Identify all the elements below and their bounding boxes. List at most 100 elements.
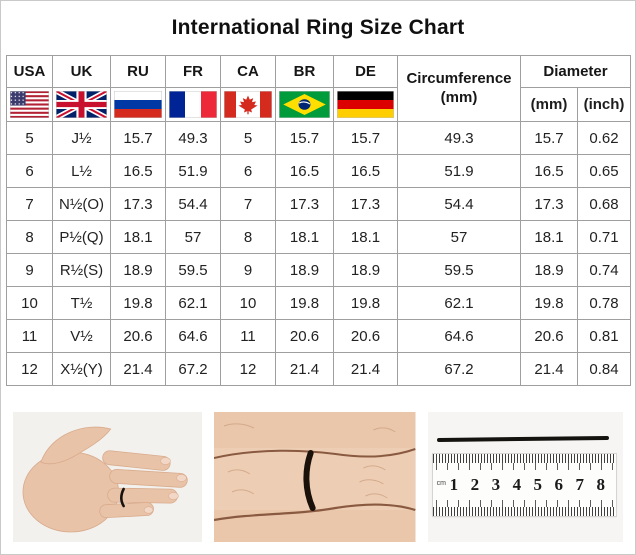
table-cell: 16.5: [110, 154, 166, 188]
russia-flag-icon: [112, 89, 165, 120]
table-cell: 7: [220, 187, 276, 221]
col-header-ca: CA: [220, 55, 276, 88]
finger-closeup-illustration: [214, 412, 416, 542]
flag-cell-ca: [220, 87, 276, 122]
finger-closeup-photo: [214, 412, 416, 542]
table-cell: 51.9: [397, 154, 521, 188]
col-header-uk: UK: [52, 55, 111, 88]
ruler-mm-ticks-bottom: [432, 507, 616, 516]
ring-size-table: USA UK RU FR CA BR DE Circumference (mm)…: [6, 55, 632, 386]
measurement-photos: cm 1 2 3 4 5 6 7 8: [1, 386, 635, 542]
table-cell: 10: [6, 286, 53, 320]
ruler-numbers: cm 1 2 3 4 5 6 7 8: [433, 470, 616, 500]
col-header-diameter: Diameter: [519, 55, 632, 88]
table-cell: 19.8: [520, 286, 578, 320]
table-cell: 18.9: [333, 253, 398, 287]
table-cell: 12: [6, 352, 53, 386]
table-cell: 17.3: [333, 187, 398, 221]
table-cell: 16.5: [520, 154, 578, 188]
table-cell: 49.3: [165, 121, 221, 155]
table-row: 11 V½ 20.6 64.6 11 20.6 20.6 64.6 20.6 0…: [6, 319, 632, 353]
col-header-de: DE: [333, 55, 398, 88]
hand-illustration: [13, 412, 203, 542]
table-cell: 17.3: [520, 187, 578, 221]
table-cell: 16.5: [275, 154, 334, 188]
france-flag-icon: [167, 89, 220, 120]
ruler-mm-ticks-top: [432, 454, 616, 463]
table-row: 6 L½ 16.5 51.9 6 16.5 16.5 51.9 16.5 0.6…: [6, 154, 632, 188]
table-cell: 15.7: [333, 121, 398, 155]
flag-cell-fr: [165, 87, 221, 122]
table-cell: 0.84: [576, 352, 632, 386]
col-header-br: BR: [275, 55, 334, 88]
table-cell: 59.5: [165, 253, 221, 287]
usa-flag-icon: [8, 89, 52, 120]
table-cell: 0.78: [576, 286, 632, 320]
ruler-number: 7: [575, 475, 584, 494]
table-cell: 64.6: [397, 319, 521, 353]
ruler-number: 6: [554, 475, 564, 494]
table-cell: 11: [220, 319, 276, 353]
table-cell: X½(Y): [52, 352, 111, 386]
table-cell: 18.9: [275, 253, 334, 287]
table-row: 7 N½(O) 17.3 54.4 7 17.3 17.3 54.4 17.3 …: [6, 187, 632, 221]
table-cell: 8: [6, 220, 53, 254]
circumference-label: Circumference: [406, 69, 512, 87]
col-header-usa: USA: [6, 55, 53, 88]
col-header-circumference: Circumference (mm): [397, 55, 521, 122]
table-cell: 12: [220, 352, 276, 386]
table-cell: 0.74: [576, 253, 632, 287]
table-cell: 21.4: [520, 352, 578, 386]
table-cell: 21.4: [110, 352, 166, 386]
table-cell: 10: [220, 286, 276, 320]
ruler-half-cm-ticks-bottom: [435, 500, 613, 507]
flag-cell-de: [333, 87, 398, 122]
table-cell: 19.8: [333, 286, 398, 320]
table-cell: 5: [220, 121, 276, 155]
table-cell: 9: [6, 253, 53, 287]
table-cell: 20.6: [110, 319, 166, 353]
table-cell: 0.71: [576, 220, 632, 254]
table-cell: 16.5: [333, 154, 398, 188]
table-cell: 18.1: [333, 220, 398, 254]
table-cell: 64.6: [165, 319, 221, 353]
ruler-number: 5: [533, 475, 543, 494]
table-cell: 19.8: [110, 286, 166, 320]
table-cell: 62.1: [397, 286, 521, 320]
germany-flag-icon: [335, 89, 397, 120]
table-cell: 67.2: [165, 352, 221, 386]
ruler-photo: cm 1 2 3 4 5 6 7 8: [427, 412, 623, 542]
table-cell: 57: [397, 220, 521, 254]
table-cell: 21.4: [275, 352, 334, 386]
table-cell: T½: [52, 286, 111, 320]
col-subheader-diameter-inch: (inch): [576, 87, 632, 122]
table-cell: 6: [6, 154, 53, 188]
table-cell: 15.7: [275, 121, 334, 155]
table-row: 12 X½(Y) 21.4 67.2 12 21.4 21.4 67.2 21.…: [6, 352, 632, 386]
table-cell: 51.9: [165, 154, 221, 188]
ruler-number: 8: [596, 475, 605, 494]
col-subheader-diameter-mm: (mm): [520, 87, 578, 122]
flag-cell-usa: [6, 87, 53, 122]
table-cell: 0.81: [576, 319, 632, 353]
circumference-unit: (mm): [440, 88, 478, 106]
table-cell: 57: [165, 220, 221, 254]
table-cell: P½(Q): [52, 220, 111, 254]
brazil-flag-icon: [277, 89, 333, 120]
ruler-unit-label: cm: [436, 480, 447, 487]
ruler-half-cm-ticks-top: [435, 463, 613, 470]
table-cell: 21.4: [333, 352, 398, 386]
cord-on-ring-finger: [120, 487, 125, 508]
straightened-cord: [436, 435, 610, 443]
table-cell: 17.3: [275, 187, 334, 221]
table-cell: 18.1: [520, 220, 578, 254]
table-cell: 20.6: [275, 319, 334, 353]
table-row: 10 T½ 19.8 62.1 10 19.8 19.8 62.1 19.8 0…: [6, 286, 632, 320]
col-header-fr: FR: [165, 55, 221, 88]
table-cell: 20.6: [333, 319, 398, 353]
table-cell: 6: [220, 154, 276, 188]
table-cell: 18.9: [520, 253, 578, 287]
cord-around-finger: [303, 450, 317, 511]
table-row: 8 P½(Q) 18.1 57 8 18.1 18.1 57 18.1 0.71: [6, 220, 632, 254]
